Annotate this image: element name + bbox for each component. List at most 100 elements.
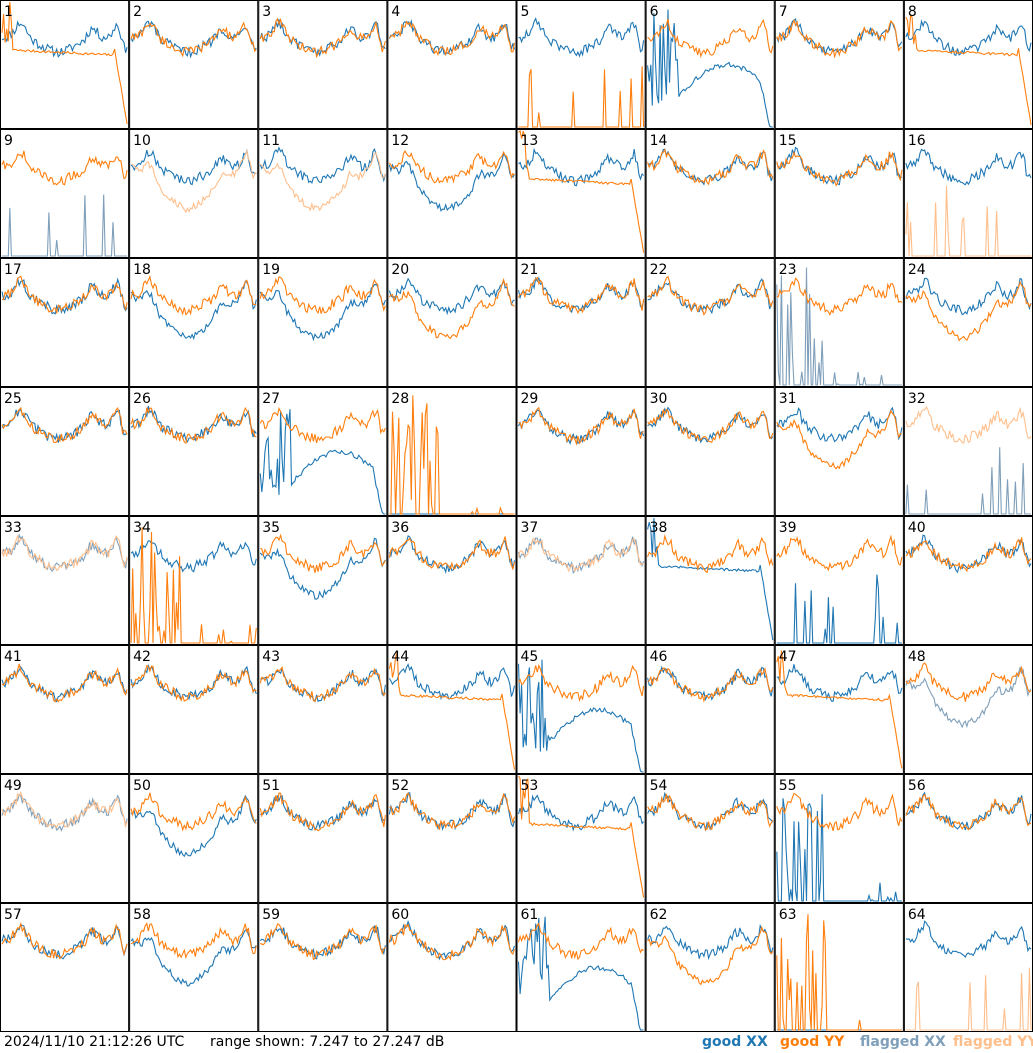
panel-label-57: 57: [4, 907, 22, 923]
series-yy-25: [1, 406, 128, 444]
series-yy-53: [518, 775, 645, 898]
panel-label-32: 32: [908, 391, 926, 407]
panel-label-21: 21: [521, 262, 539, 278]
panel-frame: [0, 0, 130, 129]
series-yy-57: [1, 921, 128, 960]
panel-label-38: 38: [650, 520, 668, 536]
panel-frame: [0, 129, 130, 258]
panel-19: 19: [258, 258, 388, 387]
series-yy-60: [388, 923, 516, 961]
series-xx-5: [518, 17, 645, 58]
panel-59: 59: [258, 903, 388, 1032]
panel-label-6: 6: [650, 4, 659, 20]
panel-54: 54: [645, 774, 775, 903]
panel-frame: [387, 387, 517, 516]
panel-14: 14: [645, 129, 775, 258]
panel-label-13: 13: [521, 133, 539, 149]
series-xx-20: [388, 277, 515, 316]
panel-label-51: 51: [262, 778, 280, 794]
panel-label-47: 47: [779, 649, 797, 665]
panel-53: 53: [516, 774, 646, 903]
panel-frame: [387, 0, 517, 129]
series-xx-59: [259, 925, 386, 960]
series-yy-58: [130, 922, 257, 960]
panel-label-34: 34: [133, 520, 151, 536]
panel-label-27: 27: [262, 391, 280, 407]
panel-label-37: 37: [521, 520, 539, 536]
series-xx-64: [905, 920, 1032, 958]
panel-43: 43: [258, 645, 388, 774]
panel-frame: [129, 903, 259, 1032]
series-xx-18: [130, 280, 257, 341]
panel-label-41: 41: [4, 649, 22, 665]
panel-label-61: 61: [521, 907, 539, 923]
series-xx-53: [517, 794, 645, 832]
series-yy-39: [776, 534, 903, 572]
panel-26: 26: [129, 387, 259, 516]
panel-label-4: 4: [391, 4, 400, 20]
panel-51: 51: [258, 774, 388, 903]
panel-label-30: 30: [650, 391, 668, 407]
panel-label-28: 28: [391, 391, 409, 407]
series-yy-51: [259, 792, 386, 832]
series-xx-41: [1, 665, 128, 703]
series-xx-49: [1, 793, 128, 832]
series-yy-3: [259, 17, 386, 59]
series-yy-27: [259, 406, 386, 444]
footer-bar: 2024/11/10 21:12:26 UTC range shown: 7.2…: [0, 1032, 1033, 1053]
panel-29: 29: [516, 387, 646, 516]
panel-frame: [903, 0, 1033, 129]
series-yy-13: [518, 129, 645, 253]
panel-36: 36: [387, 516, 517, 645]
panel-label-22: 22: [650, 262, 668, 278]
series-xx-61: [517, 916, 644, 1031]
panel-label-17: 17: [4, 262, 22, 278]
panel-frame: [516, 774, 646, 903]
panel-3: 3: [258, 0, 388, 129]
series-yy-41: [1, 663, 128, 703]
panel-label-29: 29: [521, 391, 539, 407]
series-xx-16: [905, 148, 1032, 186]
panel-63: 63: [774, 903, 904, 1032]
panel-20: 20: [387, 258, 517, 387]
panel-55: 55: [774, 774, 904, 903]
panel-10: 10: [129, 129, 259, 258]
series-yy-47: [776, 650, 903, 769]
panel-label-64: 64: [908, 907, 926, 923]
series-yy-22: [647, 275, 774, 316]
panel-frame: [645, 0, 775, 129]
panel-frame: [645, 129, 775, 258]
series-yy-4: [388, 20, 516, 57]
series-yy-5: [518, 66, 645, 128]
panel-label-40: 40: [908, 520, 926, 536]
panel-28: 28: [387, 387, 517, 516]
panel-2: 2: [129, 0, 259, 129]
panel-frame: [645, 903, 775, 1032]
panel-61: 61: [516, 903, 646, 1032]
panel-50: 50: [129, 774, 259, 903]
panel-frame: [903, 645, 1033, 774]
panel-1: 1: [0, 0, 130, 129]
panel-label-60: 60: [391, 907, 409, 923]
panel-label-45: 45: [521, 649, 539, 665]
panel-34: 34: [129, 516, 259, 645]
series-yy-17: [1, 275, 128, 314]
series-xx-47: [776, 664, 903, 702]
series-xx-1: [1, 20, 128, 58]
panel-9: 9: [0, 129, 130, 258]
panel-49: 49: [0, 774, 130, 903]
panel-frame: [645, 387, 775, 516]
panel-label-5: 5: [521, 4, 530, 20]
panel-label-44: 44: [391, 649, 409, 665]
series-yy-63: [776, 914, 902, 1031]
panel-label-18: 18: [133, 262, 151, 278]
panel-label-35: 35: [262, 520, 280, 536]
series-yy-16: [905, 185, 1031, 257]
panel-frame: [129, 387, 259, 516]
panel-23: 23: [774, 258, 904, 387]
series-xx-10: [130, 148, 257, 186]
panel-frame: [645, 645, 775, 774]
series-xx-62: [647, 923, 774, 961]
series-xx-32: [905, 447, 1031, 515]
legend-good-yy: good YY: [780, 1034, 845, 1050]
